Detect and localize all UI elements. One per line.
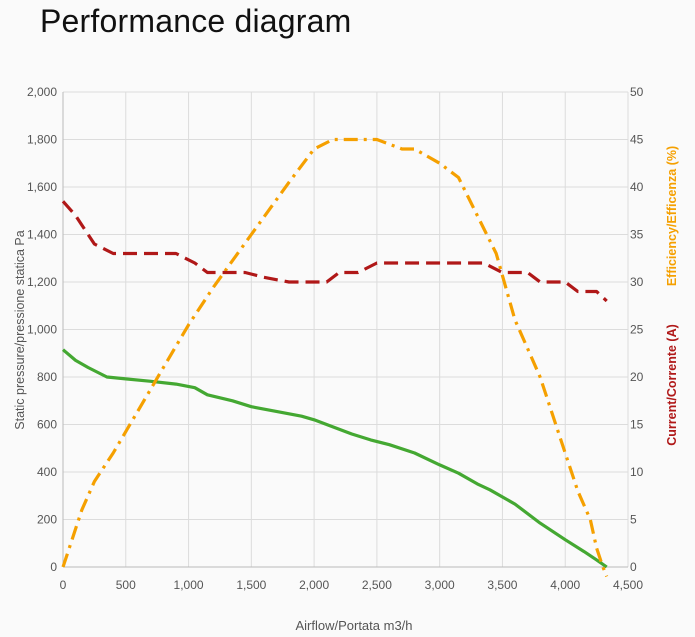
x-tick-label: 0 [60, 578, 67, 592]
y-axis-right-current-label: Current/Corrente (A) [665, 324, 679, 446]
chart-series [61, 137, 609, 578]
y-left-tick-label: 1,800 [27, 133, 57, 147]
y-left-tick-label: 1,600 [27, 180, 57, 194]
x-tick-labels: 0 500 1,000 1,500 2,000 2,500 3,000 3,500 4,000 4… [60, 578, 644, 592]
y-right-tick-label: 35 [630, 228, 644, 242]
y-right-tick-label: 0 [630, 560, 637, 574]
series-line-current [61, 200, 608, 303]
y-left-tick-label: 1,000 [27, 323, 57, 337]
x-tick-label: 1,000 [174, 578, 204, 592]
x-axis-label: Airflow/Portata m3/h [295, 618, 412, 633]
x-tick-label: 3,500 [487, 578, 517, 592]
y-left-tick-labels: 0 200 400 600 800 1,000 1,200 1,400 1,600 1,800 2,… [27, 85, 57, 574]
chart-axes [62, 92, 628, 568]
y-axis-left-label: Static pressure/pressione statica Pa [13, 230, 27, 429]
y-right-tick-label: 15 [630, 418, 644, 432]
y-right-tick-label: 40 [630, 180, 644, 194]
y-right-tick-label: 45 [630, 133, 644, 147]
series-line-pressure [61, 348, 608, 569]
y-left-tick-label: 200 [37, 513, 57, 527]
y-left-tick-label: 1,400 [27, 228, 57, 242]
y-left-tick-label: 400 [37, 465, 57, 479]
y-right-tick-label: 5 [630, 513, 637, 527]
x-tick-label: 3,000 [425, 578, 455, 592]
y-right-tick-label: 30 [630, 275, 644, 289]
x-tick-label: 2,000 [299, 578, 329, 592]
x-tick-label: 4,500 [613, 578, 643, 592]
y-left-tick-label: 1,200 [27, 275, 57, 289]
x-tick-label: 1,500 [236, 578, 266, 592]
x-tick-label: 2,500 [362, 578, 392, 592]
chart-grid [62, 91, 629, 568]
y-axis-right-efficiency-label: Efficiency/Efficenza (%) [665, 146, 679, 286]
y-right-tick-label: 20 [630, 370, 644, 384]
x-tick-label: 4,000 [550, 578, 580, 592]
y-right-tick-label: 25 [630, 323, 644, 337]
y-left-tick-label: 600 [37, 418, 57, 432]
y-left-tick-label: 2,000 [27, 85, 57, 99]
page-title: Performance diagram [40, 3, 352, 39]
series-line-efficiency [61, 137, 609, 578]
y-right-tick-labels: 0 5 10 15 20 25 30 35 40 45 50 [630, 85, 644, 574]
y-left-tick-label: 0 [50, 560, 57, 574]
y-left-tick-label: 800 [37, 370, 57, 384]
x-tick-label: 500 [116, 578, 136, 592]
y-right-tick-label: 10 [630, 465, 644, 479]
y-right-tick-label: 50 [630, 85, 644, 99]
